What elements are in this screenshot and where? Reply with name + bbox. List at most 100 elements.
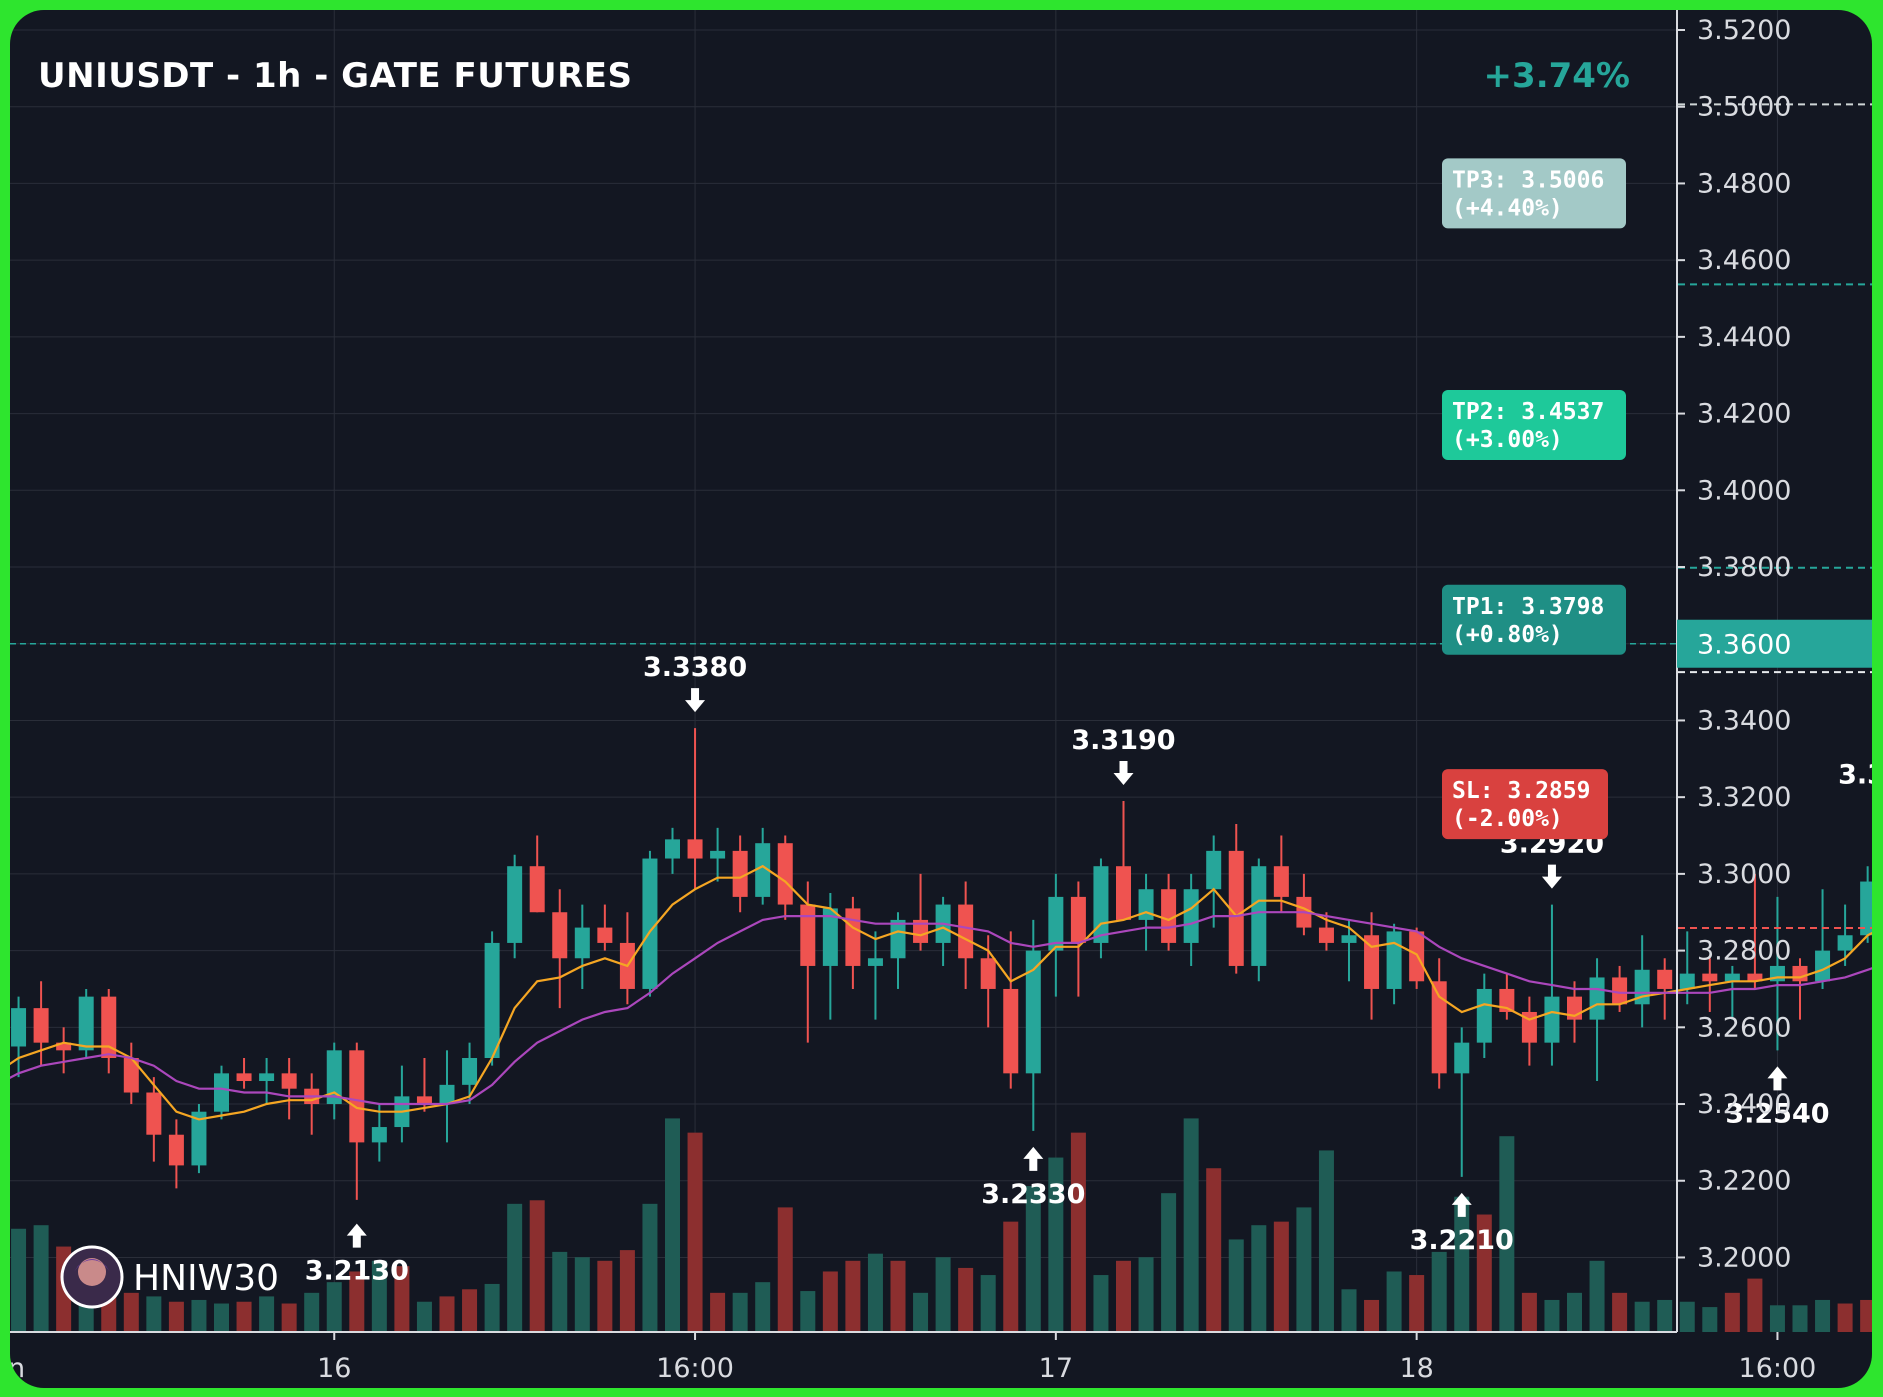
volume-bar [1273,1221,1289,1332]
swing-high-label: 3.3190 [1071,725,1175,756]
volume-bar [552,1251,568,1332]
candle-body [484,942,500,1058]
y-tick-label: 3.3000 [1697,859,1791,890]
volume-bar [123,1292,139,1332]
watermark: HNIW30 [60,1245,279,1309]
swing-high-marker: 3.3380 [643,652,747,713]
volume-bar [867,1253,883,1332]
volume-bar [236,1301,252,1332]
volume-bar [913,1292,929,1332]
sl-label-box [1442,769,1608,840]
candle-body [1251,866,1267,966]
y-tick-label: 3.2200 [1697,1166,1791,1197]
swing-low-label: 3.2210 [1410,1225,1514,1256]
candle-body [529,866,545,913]
candle-body [1183,889,1199,943]
volume-bar [416,1301,432,1332]
volume-bar [1025,1186,1041,1332]
candle-body [33,1008,49,1043]
volume-bar [1499,1136,1515,1332]
candle-body [1476,988,1492,1043]
volume-bar [1341,1289,1357,1332]
price-axis[interactable]: 3.5200 3.5000 3.4800 3.4600 3.4400 3.4200 3.40… [1676,10,1872,1332]
candle-body [1792,965,1808,982]
candle-body [777,843,793,905]
volume-bar [349,1271,365,1332]
price-annotations: 3.33803.31903.29203.31003.23303.22103.25… [305,652,1872,1286]
swing-low-label: 3.2540 [1725,1098,1829,1129]
candle-body [1070,896,1086,943]
volume-bar [845,1260,861,1332]
y-tick-label: 3.3800 [1697,552,1791,583]
price-chart[interactable]: 3.33803.31903.29203.31003.23303.22103.25… [10,10,1872,1388]
candle-body [416,1096,432,1105]
tp3-label-line2: (+4.40%) [1452,195,1563,221]
candle-body [101,996,117,1058]
volume-bar [1589,1260,1605,1332]
candle-body [552,912,568,959]
volume-bar [800,1291,816,1332]
tp2-label-line2: (+3.00%) [1452,427,1563,453]
candle-body [326,1050,342,1105]
volume-bar [1612,1292,1628,1332]
y-tick-label: 3.3400 [1697,705,1791,736]
volume-bar [890,1260,906,1332]
tp2-label-line1: TP2: 3.4537 [1452,399,1604,425]
x-tick-label: 16:00 [656,1353,734,1384]
candle-body [1657,969,1673,989]
y-tick-label: 3.4400 [1697,322,1791,353]
volume-bars [11,1118,1872,1332]
candle-body [1025,950,1041,1074]
candle-body [214,1073,229,1112]
candle-body [1724,973,1740,982]
volume-bar [958,1267,974,1332]
tp1-label-box [1442,584,1626,655]
candle-body [11,1008,27,1047]
volume-bar [1183,1118,1199,1332]
arrow-down-icon [1541,864,1562,889]
candle-body [574,927,590,959]
volume-bar [281,1303,297,1332]
candle-body [1228,850,1244,966]
volume-bar [529,1200,545,1332]
candle-body [710,850,726,859]
volume-bar [1860,1299,1872,1332]
candle-body [371,1127,387,1143]
swing-high-label: 3.3380 [643,652,747,683]
y-tick-label: 3.5200 [1697,15,1791,46]
tp3-label-line1: TP3: 3.5006 [1452,167,1604,193]
level-labels: TP3: 3.5006(+4.40%) TP2: 3.4537(+3.00%)TP… [1442,158,1626,840]
tp2-label: TP2: 3.4537(+3.00%) [1442,390,1626,461]
volume-bar [11,1228,27,1332]
volume-bar [1386,1271,1402,1332]
candle-body [800,904,816,966]
volume-bar [1724,1292,1740,1332]
volume-bar [642,1203,658,1332]
y-tick-label: 3.2400 [1697,1089,1791,1120]
candle-body [236,1073,252,1082]
candle-body [56,1042,72,1051]
volume-bar [1116,1260,1131,1332]
volume-bar [146,1296,162,1332]
tp2-label-box [1442,390,1626,461]
sl-label-line2: (-2.00%) [1452,806,1563,832]
candle-body [890,919,906,959]
candle-body [1138,889,1154,920]
x-tick-label: 16 [317,1353,351,1384]
y-tick-label: 3.2600 [1697,1012,1791,1043]
volume-bar [168,1301,184,1332]
volume-bar [1138,1257,1154,1332]
volume-bar [394,1266,410,1332]
x-tick-label: n [10,1353,25,1384]
y-tick-label: 3.2800 [1697,936,1791,967]
candle-body [1048,896,1064,951]
volume-bar [732,1292,748,1332]
candle-body [1431,981,1447,1074]
candle-body [1116,866,1131,920]
volume-bar [326,1282,342,1332]
arrow-up-icon [1023,1146,1044,1171]
y-tick-label: 3.4200 [1697,399,1791,430]
avatar-face-icon [78,1258,106,1286]
swing-high-marker: 3.3100 [1838,760,1872,791]
